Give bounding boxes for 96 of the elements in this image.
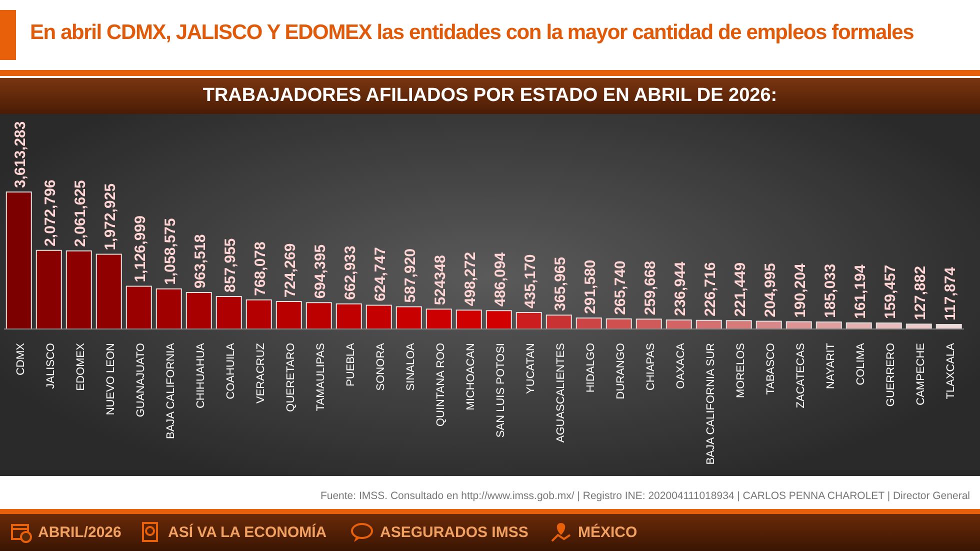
data-label: 963,518 [192,234,209,288]
bar [276,301,302,330]
x-tick-label: QUERETARO [285,342,297,412]
data-label: 2,061,625 [72,180,89,247]
x-tick-label: CDMX [15,342,27,376]
bar [546,314,572,330]
data-label: 185,033 [822,264,839,318]
data-label: 1,058,575 [162,218,179,285]
data-label: 857,955 [222,238,239,292]
data-label: 291,580 [582,260,599,314]
data-label: 2,072,796 [42,180,59,246]
chart-subtitle: TRABAJADORES AFILIADOS POR ESTADO EN ABRIL DE 2026: [0,78,980,114]
data-label: 236,944 [672,261,689,316]
x-tick-label: EDOMEX [75,342,87,391]
text: ASEGURADOS IMSS [380,524,528,540]
bar [156,288,182,330]
x-tick-label: CAMPECHE [915,343,927,406]
bar [96,254,122,330]
data-label: 190,204 [792,262,809,318]
data-label: 724,269 [282,243,299,298]
x-tick-label: DURANGO [615,342,627,400]
data-label: 1,972,925 [102,183,119,250]
x-tick-label: MORELOS [735,343,747,398]
x-tick-label: MICHOACAN [465,342,477,410]
data-label: 365,965 [552,256,569,312]
x-tick-label: COAHUILA [225,342,237,400]
text: ASÍ VA LA ECONOMÍA [168,524,327,540]
bar [636,318,662,330]
source-note: Fuente: IMSS. Consultado en http://www.imss.gob.mx/ | Registro INE: 202004111018934 | CARLOS PENNA CHAROLET | Director General [320,490,970,502]
bar [36,250,62,330]
text: ABRIL/2026 [38,524,122,540]
data-label: 265,740 [612,260,629,315]
x-tick-label: VERACRUZ [255,342,267,404]
bar [246,299,272,330]
x-tick-label: TLAXCALA [945,342,957,400]
x-tick-label: PUEBLA [345,342,357,386]
bar [336,303,362,330]
data-label: 524348 [432,255,449,306]
bar [756,320,782,330]
text: MÉXICO [578,524,638,540]
bar [576,317,602,330]
bar [366,304,392,330]
x-tick-label: SINALOA [405,342,417,391]
x-tick-label: TABASCO [765,342,777,395]
bar [486,310,512,330]
x-tick-label: AGUASCALIENTES [555,343,567,443]
x-tick-label: SAN LUIS POTOSI [495,343,507,438]
bar [516,312,542,330]
x-tick-label: BAJA CALIFORNIA [165,342,177,439]
x-tick-label: HIDALGO [585,342,597,393]
bar [66,250,92,330]
x-tick-label: OAXACA [675,342,687,389]
x-tick-label: NUEVO LEON [105,342,117,416]
x-tick-label: YUCATAN [525,342,537,394]
bar [216,296,242,330]
data-label: 662,933 [342,246,359,300]
x-tick-label: JALISCO [45,342,57,389]
data-label: 435,170 [522,254,539,308]
data-label: 221,449 [732,262,749,317]
data-label: 624,747 [372,247,389,302]
data-label: 587,920 [402,248,419,303]
x-tick-label: SONORA [375,342,387,391]
bar [426,308,452,330]
x-tick-label: COLIMA [855,342,867,386]
data-label: 259,668 [642,260,659,316]
data-label: 486,094 [492,252,509,307]
data-label: 161,194 [852,264,869,319]
x-tick-label: CHIAPAS [645,343,657,390]
bar [126,286,152,330]
data-label: 127,882 [912,266,929,320]
x-tick-label: NAYARIT [825,342,837,390]
x-tick-label: QUINTANA ROO [435,342,447,427]
bar [306,302,332,330]
x-tick-label: GUERRERO [885,342,897,407]
x-tick-label: CHIHUAHUA [195,342,207,408]
data-label: 498,272 [462,252,479,306]
data-label: 204,995 [762,262,779,318]
bar [396,306,422,330]
bar [6,192,32,330]
bar [606,318,632,330]
data-label: 117,874 [942,266,959,321]
x-tick-label: BAJA CALIFORNIA SUR [705,342,717,465]
x-tick-label: GUANAJUATO [135,342,147,418]
x-tick-label: ZACATECAS [795,343,807,408]
data-label: 3,613,283 [12,121,29,188]
bar [726,320,752,330]
data-label: 159,457 [882,264,899,319]
x-tick-label: TAMAULIPAS [315,343,327,412]
data-label: 768,078 [252,242,269,296]
bar [186,292,212,330]
data-label: 1,126,999 [132,216,149,282]
bar [666,320,692,330]
data-label: 226,716 [702,262,719,316]
bar [456,310,482,330]
data-label: 694,395 [312,244,329,299]
chart-title: En abril CDMX, JALISCO Y EDOMEX las entidades con la mayor cantidad de empleos formales [30,21,914,45]
